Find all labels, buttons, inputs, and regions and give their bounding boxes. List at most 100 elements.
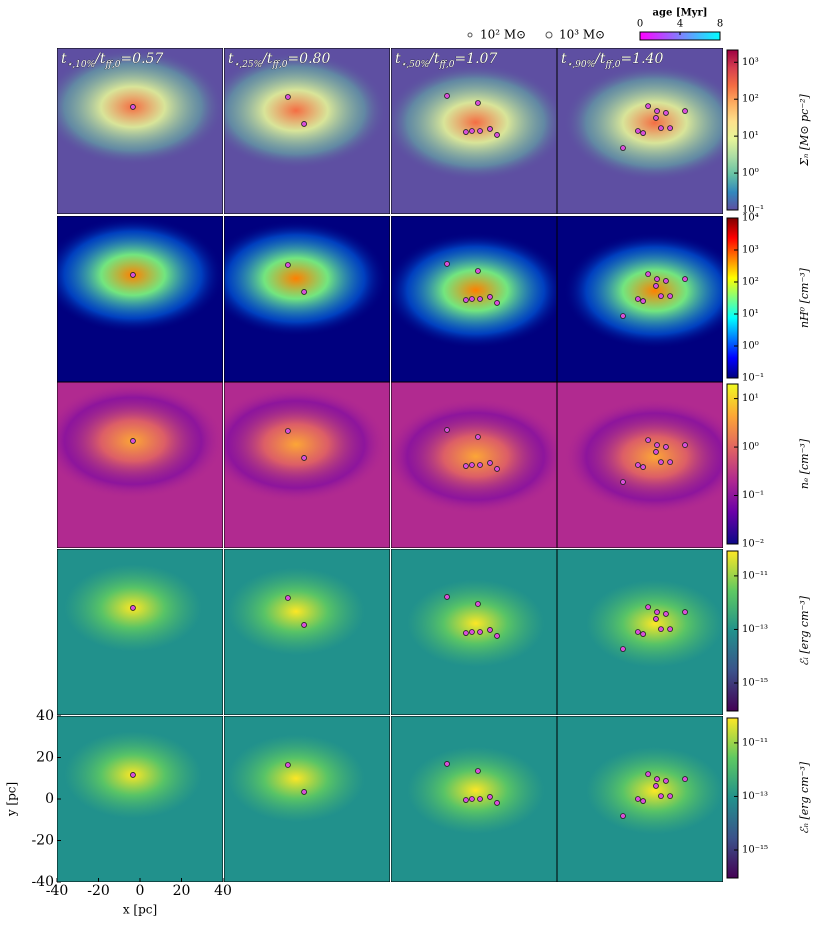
star-particle [494, 300, 500, 306]
map-panel [391, 716, 557, 882]
star-particle [640, 464, 647, 470]
star-particle [130, 272, 136, 278]
star-particle [469, 462, 475, 468]
star-particle [654, 108, 660, 114]
y-axis-label: y [pc] [5, 782, 19, 817]
star-particle [658, 793, 664, 799]
colorbar-tick-label: 10⁻¹³ [742, 791, 768, 802]
star-particle [645, 604, 651, 610]
star-particle [301, 622, 307, 628]
colorbar-tick-label: 10⁻¹ [742, 373, 764, 384]
star-particle [130, 104, 136, 110]
star-particle [301, 455, 307, 461]
map-panel [224, 716, 390, 882]
star-particle [654, 609, 660, 615]
colorbar-tick-label: 10³ [742, 57, 759, 68]
star-particle [658, 293, 664, 299]
map-panel [557, 216, 723, 382]
star-particle [640, 631, 647, 637]
star-particle [658, 125, 664, 131]
star-particle [653, 115, 659, 121]
star-particle [667, 626, 673, 632]
star-particle [487, 460, 493, 466]
colorbar-tick-label: 10¹ [742, 393, 759, 404]
colorbar-tick-label: 10⁻¹³ [742, 624, 768, 635]
star-particle [487, 126, 493, 132]
star-particle [640, 298, 647, 304]
colorbar [726, 49, 739, 211]
star-particle [463, 797, 469, 803]
x-tick-label: -40 [46, 883, 69, 899]
map-panel [391, 382, 557, 548]
star-particle [494, 633, 500, 639]
star-particle [635, 128, 641, 134]
panel-title: t⋆,90%/tff,0=1.40 [561, 51, 663, 70]
colorbar-tick-label: 10⁻¹⁵ [742, 677, 768, 688]
star-particle [640, 130, 647, 136]
star-particle [620, 145, 626, 151]
colorbar-label: nH⁰ [cm⁻³] [798, 267, 811, 328]
star-particle [477, 796, 483, 802]
star-particle [469, 629, 475, 635]
star-particle [469, 128, 475, 134]
star-particle [444, 594, 450, 600]
legend-size-large [545, 31, 553, 39]
map-panel [557, 48, 723, 214]
star-particle [487, 794, 493, 800]
star-particle [635, 796, 641, 802]
y-tick-label: 20 [36, 750, 54, 766]
star-particle [620, 646, 626, 652]
map-panel [57, 382, 223, 548]
map-panel [224, 48, 390, 214]
star-particle [130, 438, 136, 444]
star-particle [487, 294, 493, 300]
map-panel [557, 716, 723, 882]
star-particle [667, 793, 673, 799]
star-particle [130, 605, 136, 611]
star-particle [635, 296, 641, 302]
colorbar [726, 717, 739, 879]
legend-size-label: 10² M⊙ [480, 28, 526, 42]
colorbar-tick-label: 10⁰ [742, 442, 759, 453]
colorbar-label: ℰᵢ [erg cm⁻³] [798, 595, 811, 666]
age-legend-title: age [Myr] [653, 8, 708, 19]
star-particle [645, 771, 651, 777]
x-axis-label: x [pc] [123, 903, 157, 917]
star-particle [463, 463, 469, 469]
star-particle [463, 129, 469, 135]
colorbar-tick-label: 10⁰ [742, 341, 759, 352]
x-tick-label: 0 [136, 883, 145, 899]
star-particle [653, 616, 659, 622]
star-particle [444, 761, 450, 767]
age-tick-label: 0 [637, 19, 643, 30]
star-particle [301, 789, 307, 795]
legend-size-label: 10³ M⊙ [559, 28, 605, 42]
star-particle [477, 629, 483, 635]
colorbar-tick-label: 10⁻¹¹ [742, 737, 768, 748]
star-particle [620, 813, 626, 819]
star-particle [667, 459, 673, 465]
star-particle [682, 442, 688, 448]
star-particle [285, 262, 291, 268]
star-particle [654, 276, 660, 282]
map-panel [391, 549, 557, 715]
y-tick-label: -20 [31, 833, 54, 849]
star-particle [475, 601, 481, 607]
age-tick-label: 8 [717, 19, 723, 30]
colorbar-label: Σₙ [M⊙ pc⁻²] [798, 93, 811, 166]
colorbar [726, 383, 739, 545]
colorbar-tick-label: 10⁻² [742, 539, 764, 550]
star-particle [682, 609, 688, 615]
star-particle [663, 611, 669, 617]
star-particle [444, 93, 450, 99]
x-tick-label: 40 [214, 883, 232, 899]
star-particle [663, 278, 669, 284]
star-particle [444, 427, 450, 433]
colorbar-tick-label: 10⁻¹ [742, 205, 764, 216]
star-particle [477, 462, 483, 468]
map-panel [224, 549, 390, 715]
map-panel [557, 549, 723, 715]
panel-title: t⋆,25%/tff,0=0.80 [228, 51, 330, 70]
map-panel [224, 382, 390, 548]
